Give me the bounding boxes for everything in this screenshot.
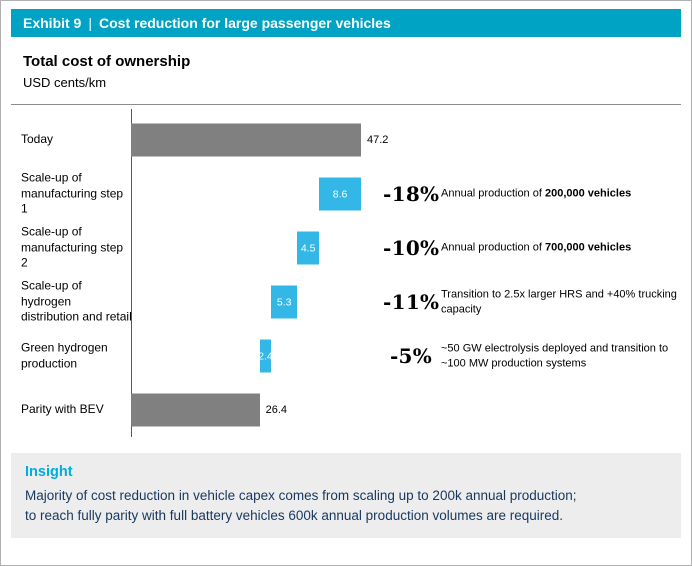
waterfall-chart: Today 47.2 Scale-up of manufacturing step … <box>11 105 681 439</box>
insight-box: Insight Majority of cost reduction in ve… <box>11 453 681 539</box>
total-bar <box>131 393 260 427</box>
chart-title: Total cost of ownership <box>23 53 191 70</box>
row-label: Parity with BEV <box>21 402 104 417</box>
insight-line-2: to reach fully parity with full battery … <box>25 507 564 523</box>
chart-unit-label: USD cents/km <box>23 75 107 90</box>
annotation: Annual production of 200,000 vehicles <box>441 187 632 200</box>
percent-change: -18% <box>383 182 440 206</box>
chart-row: Green hydrogen production 2.4 -5% ~50 GW el… <box>11 329 681 383</box>
row-label: Scale-up of manufacturing step 1 <box>21 170 124 216</box>
insight-text: Majority of cost reduction in vehicle ca… <box>25 486 667 525</box>
chart-row: Scale-up of manufacturing step 2 4.5 -10% A… <box>11 221 681 275</box>
reduction-bar: 2.4 <box>258 339 273 373</box>
title-block: Total cost of ownership USD cents/km <box>23 53 691 90</box>
chart-row: Scale-up of hydrogen distribution and re… <box>11 275 681 329</box>
header-separator: | <box>88 15 92 31</box>
percent-change: -5% <box>389 344 433 368</box>
row-label: Scale-up of hydrogen distribution and re… <box>21 278 132 324</box>
reduction-bar: 4.5 <box>297 231 320 265</box>
chart-row: Parity with BEV 26.4 <box>11 383 681 437</box>
reduction-bar: 8.6 <box>319 177 361 211</box>
y-axis-line <box>131 109 132 437</box>
annotation: Annual production of 700,000 vehicles <box>441 241 632 254</box>
row-label: Today <box>21 132 54 147</box>
chart-row: Today 47.2 <box>11 113 681 167</box>
total-bar <box>131 123 361 157</box>
percent-change: -10% <box>383 236 440 260</box>
insight-title: Insight <box>25 464 73 480</box>
annotation: Transition to 2.5x larger HRS and +40% t… <box>441 288 677 315</box>
chart-row: Scale-up of manufacturing step 1 8.6 -18% A… <box>11 167 681 221</box>
exhibit-title: Cost reduction for large passenger vehic… <box>99 15 391 31</box>
title-divider <box>11 104 681 105</box>
bar-value: 47.2 <box>367 134 389 146</box>
row-label: Scale-up of manufacturing step 2 <box>21 224 124 270</box>
bar-value: 26.4 <box>265 404 288 416</box>
percent-change: -11% <box>383 290 440 314</box>
reduction-bar: 5.3 <box>271 285 298 319</box>
annotation: ~50 GW electrolysis deployed and transit… <box>441 342 669 369</box>
exhibit-label: Exhibit 9 <box>23 15 82 31</box>
exhibit-header: Exhibit 9 | Cost reduction for large pas… <box>11 9 681 37</box>
row-label: Green hydrogen production <box>21 340 108 370</box>
insight-line-1: Majority of cost reduction in vehicle ca… <box>25 488 577 503</box>
